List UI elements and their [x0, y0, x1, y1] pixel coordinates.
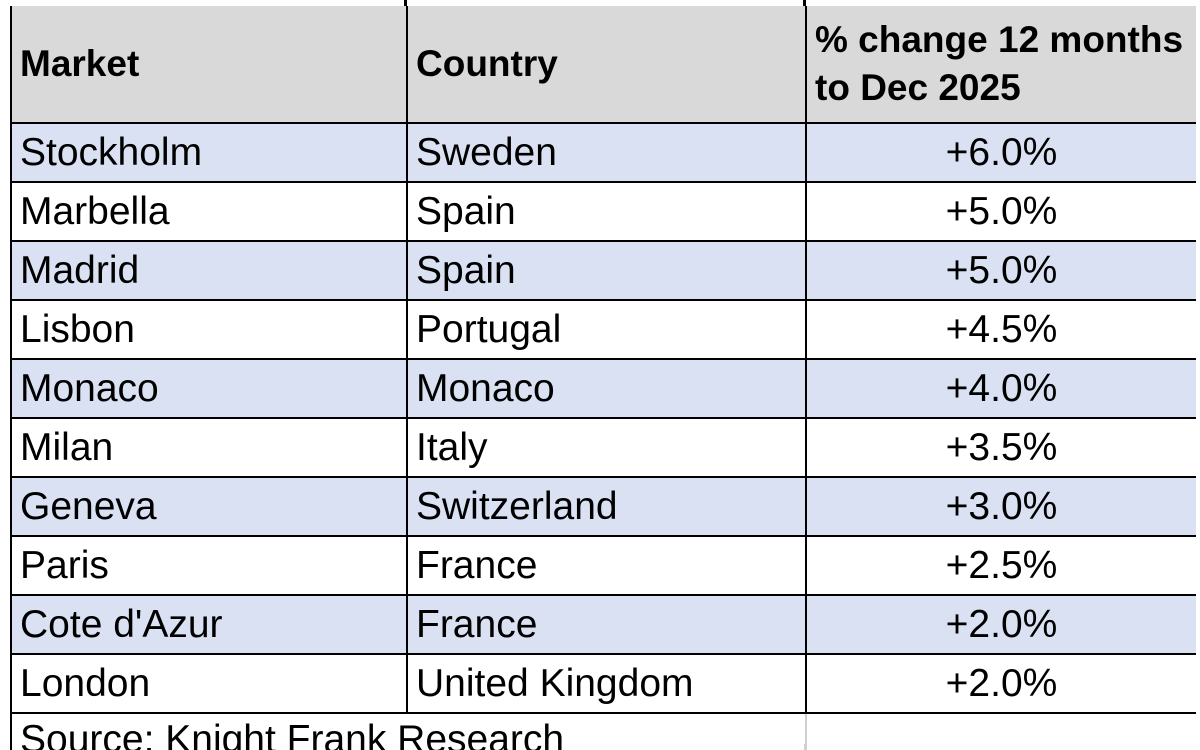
table-row: Lisbon Portugal +4.5% [10, 299, 1196, 360]
table-row: Geneva Switzerland +3.0% [10, 476, 1196, 537]
country-cell: France [406, 594, 807, 655]
change-cell: +4.0% [805, 358, 1196, 419]
empty-cell [805, 713, 1196, 750]
country-cell: Portugal [406, 299, 807, 360]
market-cell: Stockholm [10, 122, 408, 183]
change-cell: +6.0% [805, 122, 1196, 183]
source-row: Source: Knight Frank Research [10, 712, 1196, 750]
change-cell: +3.0% [805, 476, 1196, 537]
country-cell: Italy [406, 417, 807, 478]
column-header-change: % change 12 months to Dec 2025 [805, 6, 1196, 124]
market-cell: Monaco [10, 358, 408, 419]
market-cell: Madrid [10, 240, 408, 301]
country-cell: Sweden [406, 122, 807, 183]
country-cell: France [406, 535, 807, 596]
table-row: London United Kingdom +2.0% [10, 653, 1196, 714]
table-row: Cote d'Azur France +2.0% [10, 594, 1196, 655]
market-cell: Marbella [10, 181, 408, 242]
column-header-country: Country [406, 6, 807, 124]
market-cell: Geneva [10, 476, 408, 537]
table-row: Monaco Monaco +4.0% [10, 358, 1196, 419]
price-forecast-table: Market Country % change 12 months to Dec… [10, 6, 1196, 750]
table-row: Stockholm Sweden +6.0% [10, 122, 1196, 183]
bottom-gridline-stub [804, 744, 806, 750]
top-gridline-stub-market-country [404, 0, 407, 8]
country-cell: Spain [406, 240, 807, 301]
change-cell: +2.0% [805, 594, 1196, 655]
change-cell: +3.5% [805, 417, 1196, 478]
change-cell: +5.0% [805, 181, 1196, 242]
table-row: Marbella Spain +5.0% [10, 181, 1196, 242]
change-cell: +2.5% [805, 535, 1196, 596]
country-cell: Switzerland [406, 476, 807, 537]
change-cell: +5.0% [805, 240, 1196, 301]
market-cell: Cote d'Azur [10, 594, 408, 655]
change-cell: +4.5% [805, 299, 1196, 360]
source-note: Source: Knight Frank Research [10, 712, 807, 750]
table-body: Stockholm Sweden +6.0% Marbella Spain +5… [10, 122, 1196, 714]
change-cell: +2.0% [805, 653, 1196, 714]
table-row: Paris France +2.5% [10, 535, 1196, 596]
top-gridline-stub-country-change [803, 0, 806, 8]
table-row: Milan Italy +3.5% [10, 417, 1196, 478]
column-header-market: Market [10, 6, 408, 124]
table-row: Madrid Spain +5.0% [10, 240, 1196, 301]
market-cell: Lisbon [10, 299, 408, 360]
market-cell: Paris [10, 535, 408, 596]
country-cell: Spain [406, 181, 807, 242]
header-row: Market Country % change 12 months to Dec… [10, 6, 1196, 124]
country-cell: United Kingdom [406, 653, 807, 714]
country-cell: Monaco [406, 358, 807, 419]
market-cell: Milan [10, 417, 408, 478]
market-cell: London [10, 653, 408, 714]
